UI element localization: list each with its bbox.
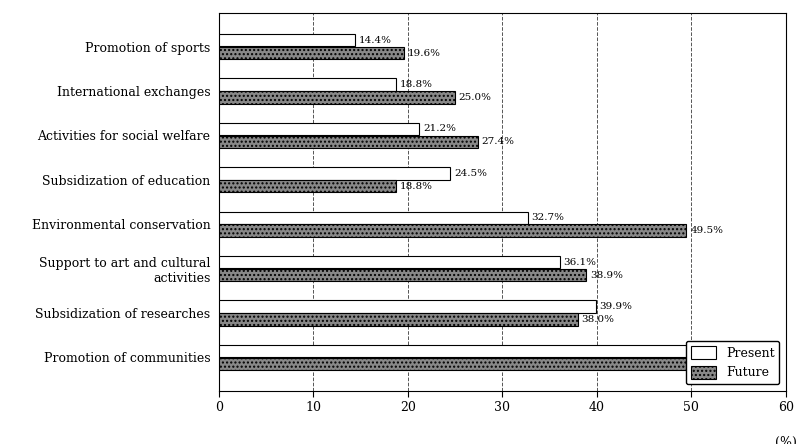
Text: 36.1%: 36.1% <box>564 258 597 267</box>
Text: 19.6%: 19.6% <box>407 48 441 58</box>
X-axis label: (%): (%) <box>774 436 797 444</box>
Bar <box>219 301 595 313</box>
Bar <box>219 269 586 281</box>
Text: 32.7%: 32.7% <box>531 213 565 222</box>
Bar <box>219 225 686 237</box>
Text: 38.9%: 38.9% <box>590 270 623 280</box>
Bar <box>219 34 355 46</box>
Bar <box>219 79 396 91</box>
Text: 50.5%: 50.5% <box>700 346 733 356</box>
Bar <box>219 358 691 370</box>
Text: 25.0%: 25.0% <box>458 93 492 102</box>
Bar <box>219 256 560 268</box>
Text: 21.2%: 21.2% <box>423 124 456 134</box>
Text: 49.5%: 49.5% <box>690 226 723 235</box>
Bar <box>219 180 396 193</box>
Bar <box>219 167 450 179</box>
Bar <box>219 136 478 148</box>
Text: 27.4%: 27.4% <box>481 137 514 147</box>
Text: 24.5%: 24.5% <box>454 169 487 178</box>
Text: 39.9%: 39.9% <box>599 302 633 311</box>
Bar <box>219 345 696 357</box>
Legend: Present, Future: Present, Future <box>686 341 779 385</box>
Bar <box>219 123 419 135</box>
Text: 50.0%: 50.0% <box>695 359 728 369</box>
Text: 38.0%: 38.0% <box>582 315 615 324</box>
Bar <box>219 47 404 59</box>
Bar <box>219 313 578 326</box>
Text: 18.8%: 18.8% <box>400 80 433 89</box>
Text: 18.8%: 18.8% <box>400 182 433 191</box>
Bar <box>219 212 527 224</box>
Bar <box>219 91 455 103</box>
Text: 14.4%: 14.4% <box>359 36 391 45</box>
